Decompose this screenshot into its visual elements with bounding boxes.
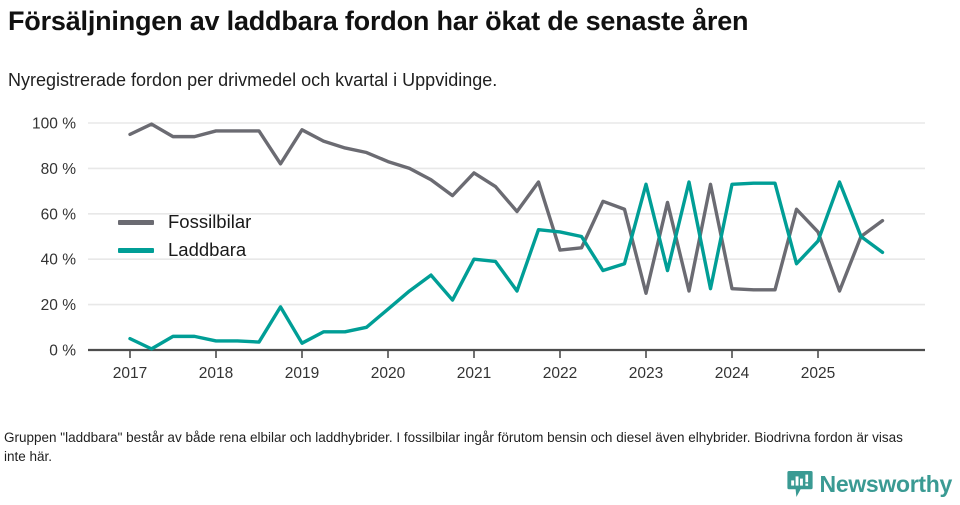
chart-footnote: Gruppen "laddbara" består av både rena e… [4,430,903,464]
legend-item-fossilbilar: Fossilbilar [118,208,251,236]
x-axis-tick-label: 2020 [371,365,406,382]
x-axis-tick-label: 2019 [285,365,319,382]
x-axis-ticks [129,350,819,358]
page-title: Försäljningen av laddbara fordon har öka… [8,6,749,36]
legend-label-fossilbilar: Fossilbilar [168,211,252,232]
series-line-fossilbilar [128,122,885,295]
x-axis-tick-label: 2021 [457,365,491,382]
chart-subtitle: Nyregistrerade fordon per drivmedel och … [8,70,498,90]
x-axis-tick-label: 2024 [715,365,750,382]
x-axis-tick-label: 2018 [199,365,233,382]
series-line-laddbara [128,180,885,351]
y-axis-tick-label: 20 % [41,297,77,314]
legend-label-laddbara: Laddbara [168,239,247,260]
x-axis-tick-label: 2022 [543,365,577,382]
legend-swatch-fossilbilar [118,219,154,225]
chart-series-lines [128,122,885,351]
newsworthy-bubble-chart-icon [786,471,813,497]
x-axis-tick-label: 2023 [629,365,663,382]
y-axis-tick-label: 60 % [41,206,77,223]
chart-gridlines [88,122,925,352]
y-axis-tick-labels: 0 % 20 % 40 % 60 % 80 % 100 % [32,116,76,360]
newsworthy-wordmark: Newsworthy [819,470,953,497]
x-axis-tick-label: 2017 [113,365,147,382]
y-axis-tick-label: 40 % [41,252,77,269]
legend-item-laddbara: Laddbara [118,236,251,264]
chart-legend: Fossilbilar Laddbara [118,208,251,264]
newsworthy-logo: Newsworthy [786,470,953,498]
y-axis-tick-label: 80 % [41,161,77,178]
x-axis-tick-label: 2025 [801,365,835,382]
y-axis-tick-label: 0 % [49,343,76,360]
y-axis-tick-label: 100 % [32,116,76,133]
x-axis-tick-labels: 2017 2018 2019 2020 2021 2022 2023 2024 2025 [113,365,835,382]
legend-swatch-laddbara [118,247,154,253]
